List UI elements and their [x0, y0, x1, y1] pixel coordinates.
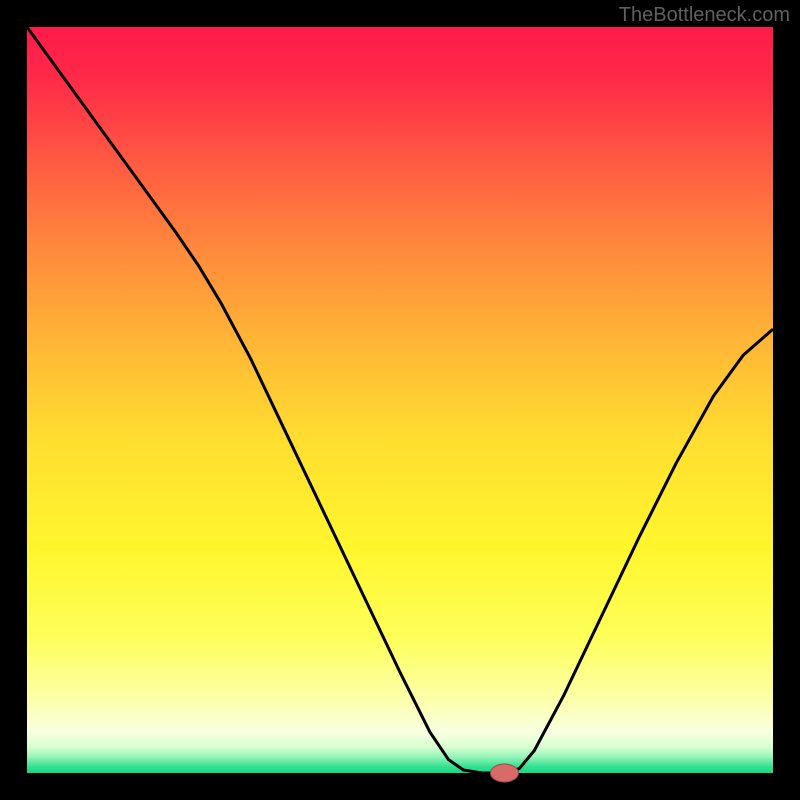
plot-background: [27, 27, 773, 773]
bottleneck-chart: [0, 0, 800, 800]
optimal-marker: [490, 764, 518, 782]
watermark-text: TheBottleneck.com: [619, 4, 790, 27]
